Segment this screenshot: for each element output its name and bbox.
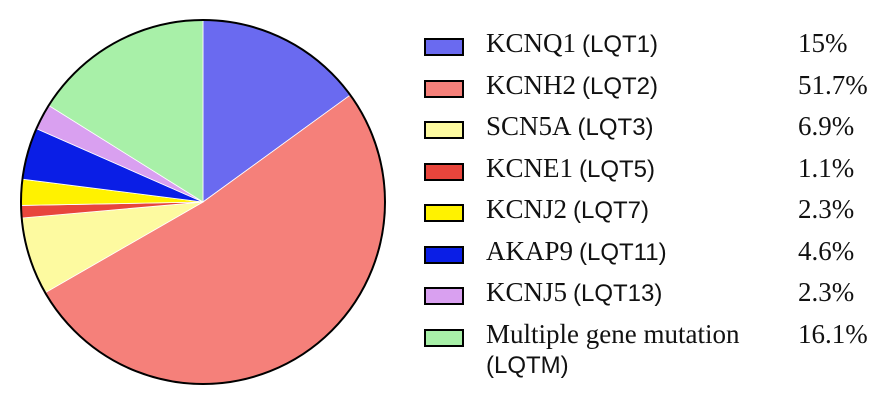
legend-gene: KCNJ5 (LQT13) (486, 277, 663, 307)
legend-gene: KCNQ1 (LQT1) (486, 28, 659, 58)
legend-gene: AKAP9 (LQT11) (486, 235, 667, 266)
legend-percent: 16.1% (798, 318, 868, 349)
legend-swatch (424, 162, 464, 181)
legend-gene: Multiple gene mutation (LQTM) (486, 318, 740, 379)
legend-gene: KCNJ2 (LQT7) (486, 194, 650, 224)
legend-item-kcne1: KCNE1 (LQT5) 1.1% (424, 151, 884, 193)
legend-percent: 2.3% (798, 277, 855, 307)
legend-percent: 6.9% (798, 111, 855, 141)
legend-gene: KCNH2 (LQT2) (486, 69, 659, 100)
legend-swatch (424, 287, 464, 305)
legend-item-kcnj2: KCNJ2 (LQT7) 2.3% (424, 192, 884, 234)
legend-item-multiple: Multiple gene mutation (LQTM) 16.1% (424, 317, 884, 387)
legend-gene: KCNE1 (LQT5) (486, 152, 656, 183)
legend: KCNQ1 (LQT1) 15% KCNH2 (LQT2) 51.7% SCN5A(… (424, 26, 884, 387)
pie-chart (20, 19, 386, 385)
legend-item-akap9: AKAP9 (LQT11) 4.6% (424, 234, 884, 276)
legend-percent: 15% (798, 28, 848, 58)
legend-percent: 51.7% (798, 69, 868, 100)
legend-item-kcnj5: KCNJ5 (LQT13) 2.3% (424, 275, 884, 317)
legend-percent: 4.6% (798, 235, 855, 266)
legend-percent: 2.3% (798, 194, 855, 224)
legend-item-kcnq1: KCNQ1 (LQT1) 15% (424, 26, 884, 68)
legend-swatch (424, 121, 464, 139)
legend-percent: 1.1% (798, 152, 855, 183)
legend-swatch (424, 204, 464, 222)
legend-gene: SCN5A (LQT3) (486, 111, 654, 141)
legend-swatch (424, 328, 464, 347)
legend-item-kcnh2: KCNH2 (LQT2) 51.7% (424, 68, 884, 110)
legend-swatch (424, 79, 464, 98)
legend-item-scn5a: SCN5A (LQT3) 6.9% (424, 109, 884, 151)
legend-swatch (424, 245, 464, 264)
pie-outline (20, 19, 386, 385)
legend-swatch (424, 38, 464, 56)
